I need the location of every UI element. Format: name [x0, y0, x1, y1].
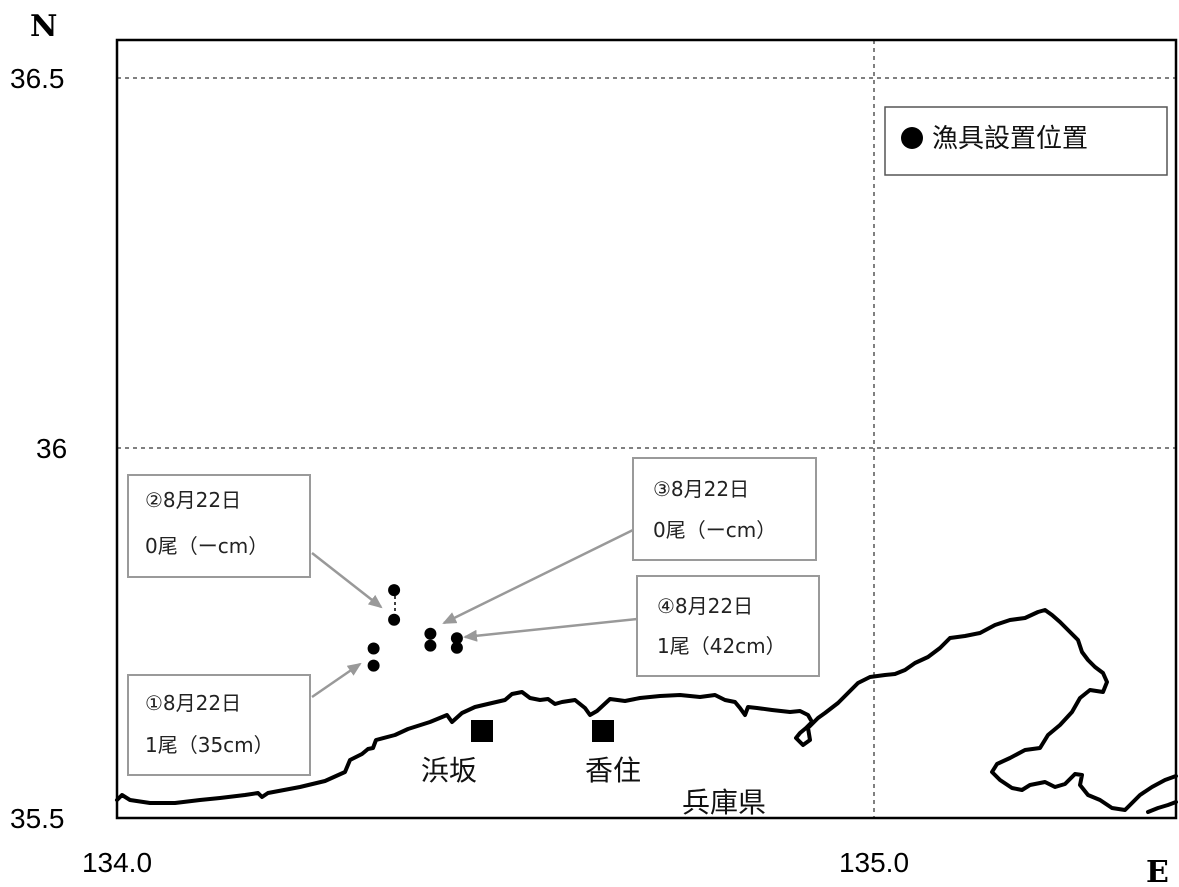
gear-point-marker [367, 659, 380, 672]
lat-tick-label: 35.5 [10, 803, 65, 834]
place-label-hyogo: 兵庫県 [682, 786, 766, 819]
gear-point-marker [450, 641, 463, 654]
coastline [115, 608, 1178, 814]
callout-catch: 1尾（35cm） [145, 733, 274, 757]
gear-point-marker [388, 613, 401, 626]
callout-date: ④8月22日 [657, 594, 753, 618]
east-label: E [1146, 855, 1169, 887]
coastline-main [115, 608, 1178, 812]
callout-arrow-4 [463, 617, 638, 642]
callout-catch: 0尾（ーcm） [145, 534, 268, 558]
place-label-kasumi: 香住 [585, 754, 641, 787]
lon-tick-label: 135.0 [839, 847, 909, 878]
callout-catch: 0尾（ーcm） [653, 518, 776, 542]
lon-tick-label: 134.0 [82, 847, 152, 878]
callout-arrow-2 [311, 552, 383, 609]
gear-points [367, 584, 463, 672]
coastline-lower-right [1146, 800, 1178, 814]
lat-tick-label: 36 [36, 433, 67, 464]
legend-box [884, 106, 1168, 176]
callout-3: ③8月22日 0尾（ーcm） [632, 457, 817, 561]
gear-point-marker [367, 642, 380, 655]
callout-box [127, 474, 311, 578]
north-label: N [30, 9, 57, 44]
callout-date: ①8月22日 [145, 691, 241, 715]
callout-box [127, 674, 311, 776]
town-square-icon [592, 720, 614, 742]
gear-point-marker [424, 627, 437, 640]
plot-frame [115, 38, 1178, 820]
callout-arrow-1 [311, 662, 362, 699]
callout-4: ④8月22日 1尾（42cm） [636, 575, 820, 677]
callout-date: ③8月22日 [653, 477, 749, 501]
town-square-icon [471, 720, 493, 742]
legend: 漁具設置位置 [884, 106, 1168, 176]
callout-arrow-3 [442, 528, 634, 625]
gear-point-marker [450, 632, 463, 645]
legend-label: 漁具設置位置 [932, 124, 1088, 154]
callout-2: ②8月22日 0尾（ーcm） [127, 474, 311, 578]
place-label-hamasaka: 浜坂 [421, 754, 477, 787]
callout-1: ①8月22日 1尾（35cm） [127, 674, 311, 776]
callout-catch: 1尾（42cm） [657, 634, 786, 658]
callout-box [632, 457, 817, 561]
gear-point-marker [388, 584, 401, 597]
callout-date: ②8月22日 [145, 488, 241, 512]
callout-box [636, 575, 820, 677]
lat-tick-label: 36.5 [10, 63, 65, 94]
gear-point-marker [424, 639, 437, 652]
legend-circle-icon [901, 127, 923, 149]
